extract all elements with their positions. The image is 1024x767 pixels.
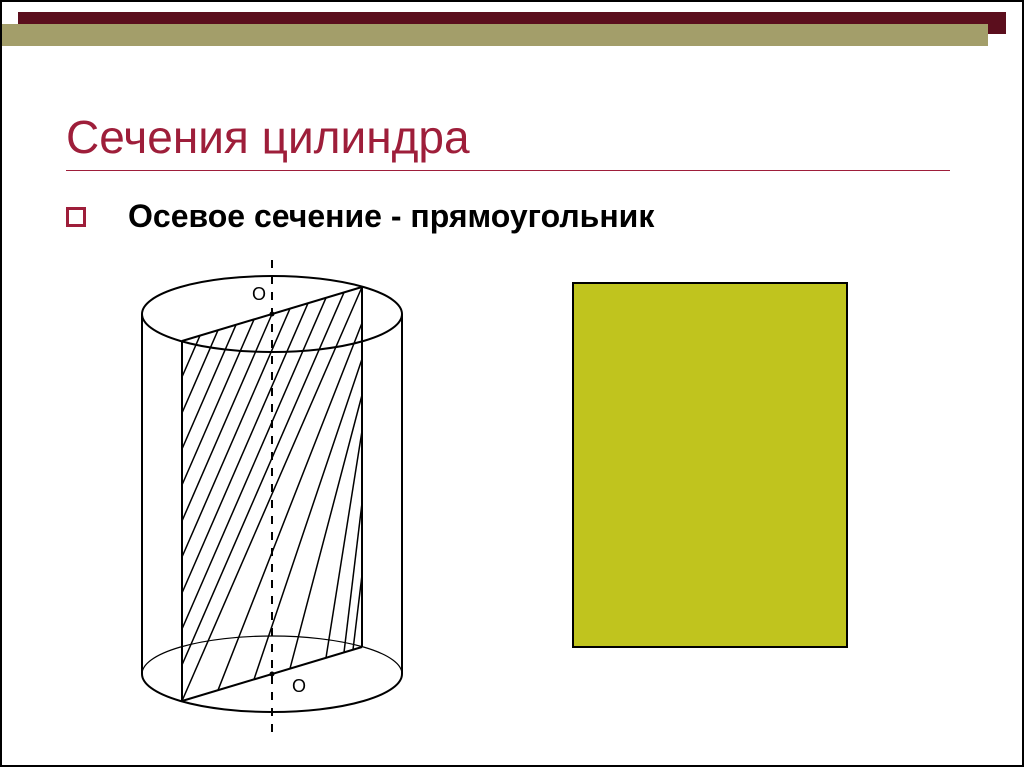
- bullet-item: Осевое сечение - прямоугольник: [66, 198, 654, 235]
- section-rectangle: [572, 282, 848, 648]
- label-o-top: О: [252, 284, 266, 304]
- section-hatching: [182, 287, 362, 701]
- bullet-marker-icon: [66, 207, 86, 227]
- bullet-text: Осевое сечение - прямоугольник: [128, 198, 654, 235]
- label-o-bottom: О: [292, 676, 306, 696]
- header-band-bottom: [2, 24, 988, 46]
- title-underline: [66, 170, 950, 171]
- center-point-top: [270, 312, 275, 317]
- cylinder-diagram: О О: [92, 260, 472, 740]
- page-title: Сечения цилиндра: [66, 110, 470, 164]
- slide-page: Сечения цилиндра Осевое сечение - прямоу…: [0, 0, 1024, 767]
- center-point-bottom: [270, 672, 275, 677]
- figure-area: О О: [92, 260, 962, 735]
